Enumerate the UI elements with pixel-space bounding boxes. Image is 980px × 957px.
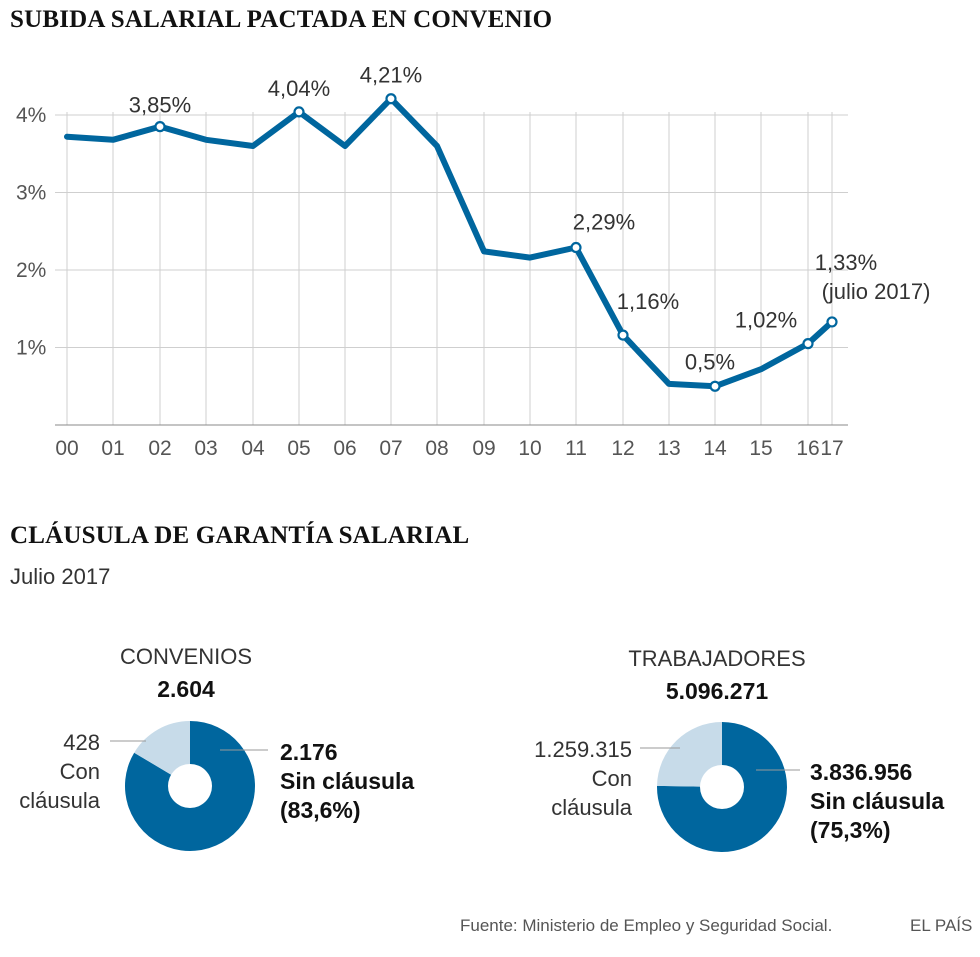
source-note: Fuente: Ministerio de Empleo y Seguridad… (460, 916, 833, 935)
slice-label-main: 2.176 (280, 739, 338, 765)
x-tick-label: 09 (472, 437, 495, 460)
slice-label-main: (75,3%) (810, 817, 891, 843)
x-tick-label: 15 (749, 437, 772, 460)
x-tick-label: 13 (657, 437, 680, 460)
pie-slice (657, 722, 722, 787)
data-point-marker (154, 121, 166, 133)
pie-slice (124, 721, 255, 851)
x-tick-label: 10 (518, 437, 541, 460)
x-tick-label: 06 (333, 437, 356, 460)
pie-heading: TRABAJADORES (628, 646, 805, 671)
slice-label-main: (83,6%) (280, 797, 361, 823)
x-tick-label: 12 (611, 437, 634, 460)
data-label: 0,5% (685, 349, 735, 374)
data-point-marker (293, 106, 305, 118)
x-tick-label: 03 (194, 437, 217, 460)
slice-label-main: 3.836.956 (810, 759, 912, 785)
data-label: 4,21% (360, 63, 422, 88)
x-tick-label: 14 (703, 437, 727, 460)
slice-label-minor: Con (592, 766, 632, 791)
y-tick-label: 4% (16, 104, 46, 127)
x-tick-label: 04 (241, 437, 265, 460)
pie-chart-subtitle: Julio 2017 (10, 564, 111, 589)
x-tick-label: 05 (287, 437, 310, 460)
data-point-marker (570, 241, 582, 254)
slice-label-minor: cláusula (551, 795, 632, 820)
y-tick-label: 1% (16, 337, 46, 360)
data-point-marker (385, 93, 397, 105)
x-tick-label: 07 (379, 437, 402, 460)
data-label: 1,16% (617, 289, 679, 314)
x-tick-label: 00 (55, 437, 78, 460)
data-label: 2,29% (573, 210, 635, 235)
line-chart-title: SUBIDA SALARIAL PACTADA EN CONVENIO (10, 6, 553, 33)
data-label: 3,85% (129, 93, 191, 118)
pie-slice (656, 722, 787, 852)
slice-label-minor: cláusula (19, 788, 100, 813)
data-point-marker (826, 316, 838, 328)
slice-label-main: Sin cláusula (280, 768, 414, 794)
donut-hole (168, 764, 212, 808)
slice-label-minor: Con (60, 759, 100, 784)
pie-heading: CONVENIOS (120, 644, 252, 669)
donut-hole (700, 765, 744, 809)
x-tick-label: 17 (820, 437, 843, 460)
series-line (64, 95, 835, 390)
y-tick-label: 3% (16, 182, 46, 205)
slice-label-minor: 1.259.315 (534, 737, 632, 762)
data-label-note: (julio 2017) (822, 279, 931, 304)
line-chart: 1% 2% 3% 4% 00 01 02 03 04 05 06 07 08 09 10 11 12 13 14 15… (16, 63, 931, 460)
y-tick-label: 2% (16, 259, 46, 282)
data-label: 1,33% (815, 250, 877, 275)
x-tick-label: 16 (796, 437, 819, 460)
pie-slice (134, 721, 190, 786)
pie-total: 2.604 (157, 676, 215, 702)
data-point-marker (802, 338, 814, 350)
pie-chart-title: CLÁUSULA DE GARANTÍA SALARIAL (10, 522, 470, 549)
x-tick-label: 02 (148, 437, 171, 460)
data-point-marker (617, 329, 629, 341)
pie-total: 5.096.271 (666, 678, 769, 704)
x-tick-label: 08 (425, 437, 448, 460)
brand-label: EL PAÍS (910, 916, 973, 935)
data-label: 1,02% (735, 308, 797, 333)
data-point-marker (709, 380, 721, 392)
slice-label-minor: 428 (63, 730, 100, 755)
x-tick-label: 01 (101, 437, 124, 460)
data-label: 4,04% (268, 76, 330, 101)
x-tick-label: 11 (565, 437, 587, 460)
slice-label-main: Sin cláusula (810, 788, 944, 814)
